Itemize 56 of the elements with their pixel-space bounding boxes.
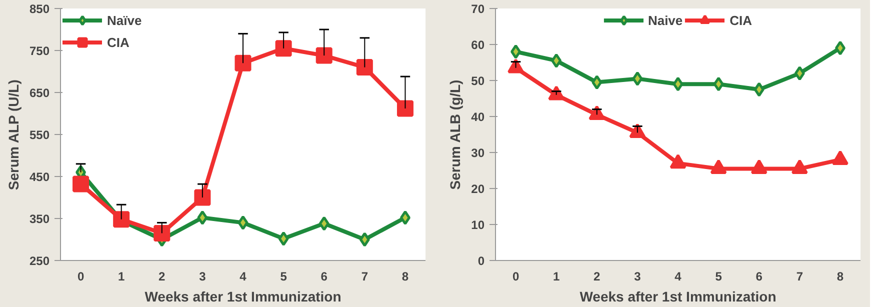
- x-tick-label: 2: [594, 270, 601, 284]
- x-axis-title: Weeks after 1st Immunization: [144, 288, 342, 304]
- point: [400, 210, 410, 225]
- x-axis-title: Weeks after 1st Immunization: [580, 288, 776, 304]
- y-tick-label: 550: [29, 128, 50, 142]
- point: [359, 232, 370, 247]
- legend-label: CIA: [730, 12, 752, 28]
- y-tick-label: 0: [478, 254, 485, 268]
- x-tick-label: 8: [402, 270, 409, 284]
- y-tick-label: 350: [29, 212, 50, 226]
- x-tick-label: 5: [280, 270, 288, 284]
- legend-label: CIA: [107, 34, 130, 50]
- y-axis-title: Serum ALB (g/L): [447, 80, 464, 190]
- point: [278, 231, 289, 246]
- point: [234, 54, 252, 72]
- y-tick-label: 750: [29, 44, 50, 58]
- x-tick-label: 8: [836, 270, 844, 284]
- y-tick-label: 650: [29, 86, 50, 100]
- x-tick-label: 4: [674, 270, 682, 284]
- y-tick-label: 20: [471, 182, 485, 196]
- y-tick-label: 60: [471, 38, 485, 52]
- y-tick-label: 70: [471, 2, 485, 16]
- y-tick-label: 250: [29, 254, 50, 268]
- point: [113, 211, 130, 228]
- x-tick-label: 1: [552, 270, 560, 284]
- point: [396, 100, 414, 117]
- point: [194, 189, 211, 206]
- y-tick-label: 850: [29, 2, 50, 16]
- y-tick-label: 40: [471, 110, 485, 124]
- x-tick-label: 6: [756, 270, 763, 284]
- x-tick-label: 0: [512, 270, 520, 284]
- point: [356, 59, 373, 76]
- legend-label: Naïve: [107, 12, 142, 28]
- point: [275, 40, 292, 57]
- point: [72, 176, 90, 192]
- point: [316, 47, 332, 64]
- y-tick-label: 50: [471, 74, 485, 88]
- x-tick-label: 5: [715, 270, 722, 284]
- x-tick-label: 1: [118, 270, 125, 284]
- y-axis-title: Serum ALP (U/L): [5, 80, 22, 190]
- x-tick-label: 0: [77, 270, 84, 284]
- point: [197, 210, 208, 225]
- y-tick-label: 450: [29, 170, 50, 184]
- y-tick-label: 10: [471, 218, 485, 232]
- x-tick-label: 4: [240, 270, 247, 284]
- x-tick-label: 3: [199, 270, 206, 284]
- x-tick-label: 7: [361, 270, 368, 284]
- point: [318, 216, 330, 231]
- x-tick-label: 2: [158, 270, 166, 284]
- point: [238, 215, 248, 230]
- x-tick-label: 3: [634, 270, 642, 284]
- legend-label: Naive: [648, 12, 683, 28]
- x-tick-label: 6: [320, 270, 328, 284]
- point: [154, 224, 170, 242]
- y-tick-label: 30: [471, 146, 485, 160]
- x-tick-label: 7: [796, 270, 804, 284]
